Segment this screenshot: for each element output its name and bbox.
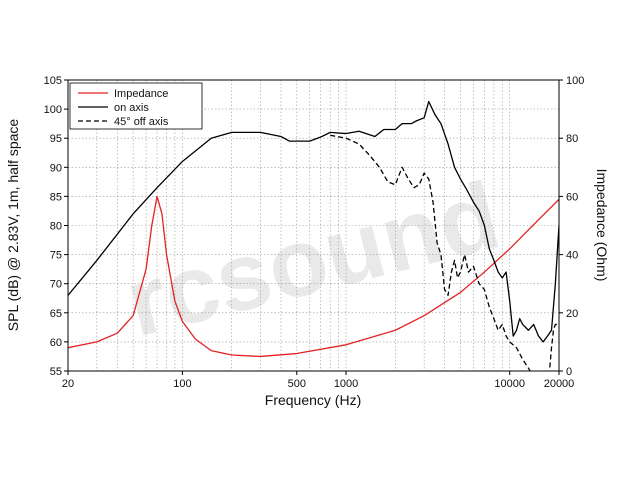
y2-tick-label: 100 xyxy=(566,75,584,87)
y2-tick-label: 80 xyxy=(566,133,578,145)
x-tick-label: 20 xyxy=(62,378,74,390)
grid-layer xyxy=(68,80,559,371)
y2-axis-title: Impedance (Ohm) xyxy=(594,169,610,282)
watermark-logo: rcsound xyxy=(116,162,509,357)
y2-tick-label: 20 xyxy=(566,308,578,320)
y-tick-label: 75 xyxy=(50,250,62,262)
y-tick-label: 95 xyxy=(50,133,62,145)
y-tick-label: 85 xyxy=(50,191,62,203)
y2-tick-label: 0 xyxy=(566,366,572,378)
y-tick-label: 90 xyxy=(50,162,62,174)
y-tick-label: 55 xyxy=(50,366,62,378)
x-tick-label: 20000 xyxy=(544,378,575,390)
x-tick-label: 100 xyxy=(173,378,191,390)
y-tick-label: 100 xyxy=(44,104,62,116)
x-axis-title: Frequency (Hz) xyxy=(265,392,361,408)
y-tick-label: 80 xyxy=(50,221,62,233)
ticks-layer: 20 100 500 1000 10000 20000556065707580859095… xyxy=(44,75,585,390)
x-tick-label: 10000 xyxy=(494,378,525,390)
x-tick-label: 1000 xyxy=(334,378,358,390)
impedance-series-line xyxy=(68,195,559,358)
series-layer xyxy=(68,100,559,371)
y-axis-title: SPL (dB) @ 2.83V, 1m, half space xyxy=(5,119,21,332)
y-tick-label: 70 xyxy=(50,279,62,291)
y-tick-label: 105 xyxy=(44,75,62,87)
legend-label: Impedance xyxy=(114,88,168,100)
y2-tick-label: 60 xyxy=(566,191,578,203)
on-axis-series-line xyxy=(68,100,559,343)
watermark-layer: rcsound xyxy=(116,162,509,357)
x-tick-label: 500 xyxy=(288,378,306,390)
y-tick-label: 60 xyxy=(50,337,62,349)
y-tick-label: 65 xyxy=(50,308,62,320)
legend-layer: Impedance on axis 45° off axis xyxy=(69,82,203,130)
y2-tick-label: 40 xyxy=(566,250,578,262)
legend-box xyxy=(69,82,203,130)
legend-label: on axis xyxy=(114,102,149,114)
legend-label: 45° off axis xyxy=(114,116,169,128)
